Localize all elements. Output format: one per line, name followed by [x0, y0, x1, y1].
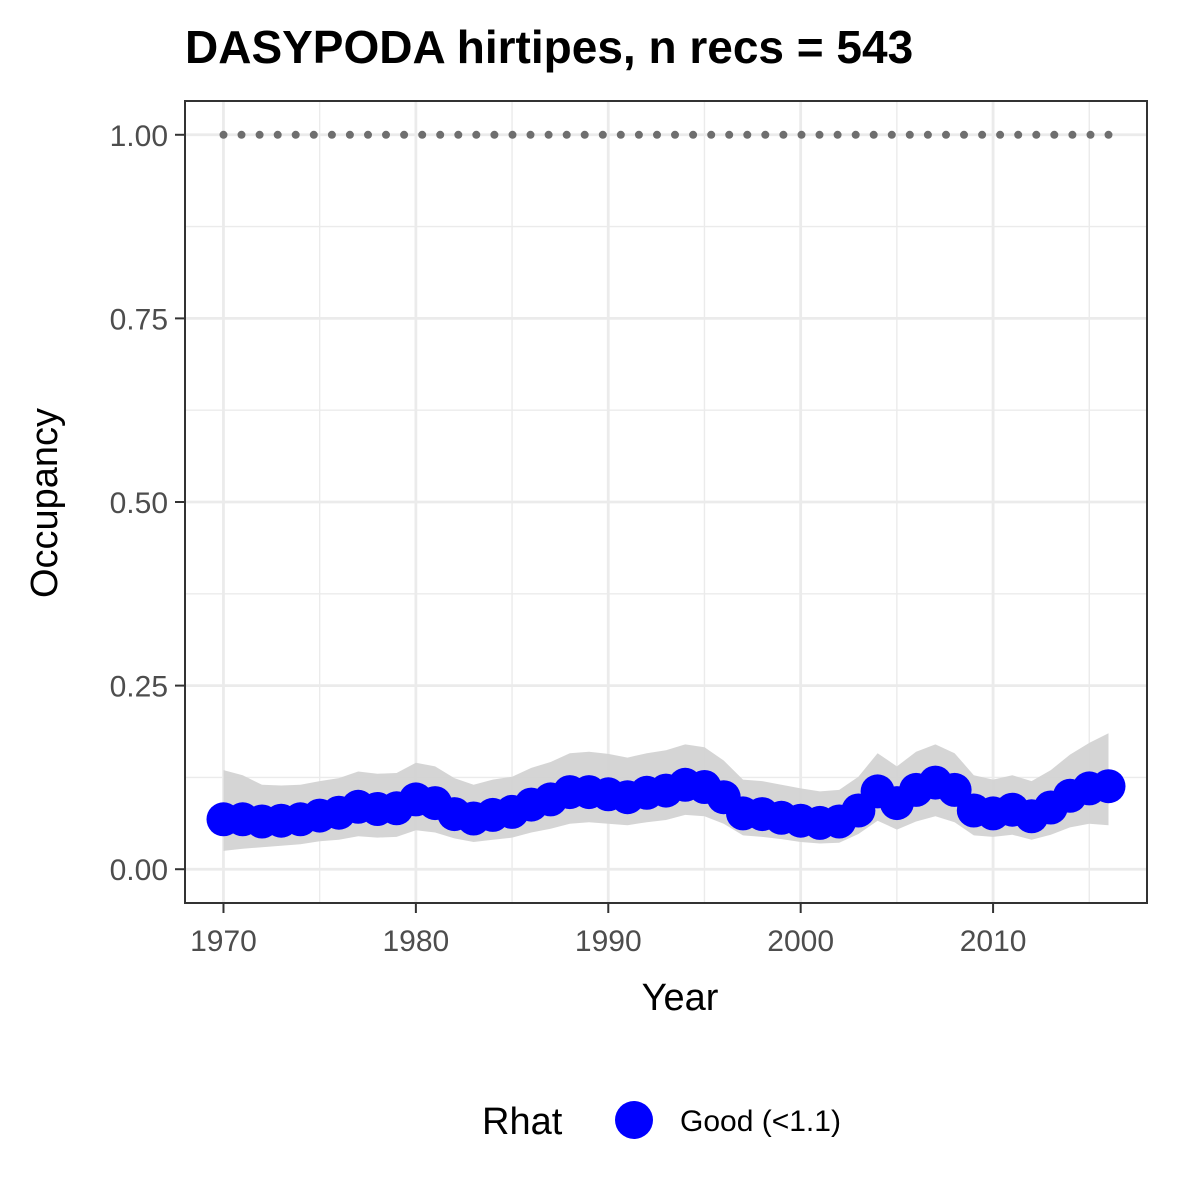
reference-dot — [1032, 130, 1041, 139]
y-tick-label: 0.50 — [110, 487, 168, 520]
x-tick-label: 1990 — [575, 925, 642, 958]
legend: Rhat Good (<1.1) — [482, 1101, 841, 1143]
x-tick-label: 2000 — [767, 925, 834, 958]
reference-dot — [508, 130, 517, 139]
reference-dot — [996, 130, 1005, 139]
reference-dot — [1014, 130, 1023, 139]
reference-dot — [400, 130, 409, 139]
reference-dot — [761, 130, 770, 139]
legend-key-good — [615, 1101, 653, 1139]
reference-dot — [544, 130, 553, 139]
reference-dot — [454, 130, 463, 139]
reference-dot — [887, 130, 896, 139]
reference-dot — [598, 130, 607, 139]
reference-dot — [472, 130, 481, 139]
reference-dot — [689, 130, 698, 139]
chart-title: DASYPODA hirtipes, n recs = 543 — [185, 21, 913, 73]
reference-dot — [345, 130, 354, 139]
legend-label-good: Good (<1.1) — [680, 1105, 841, 1138]
reference-dot — [869, 130, 878, 139]
reference-dot — [779, 130, 788, 139]
reference-dot — [725, 130, 734, 139]
reference-dot — [237, 130, 246, 139]
reference-dot — [671, 130, 679, 139]
y-axis-title: Occupancy — [24, 408, 66, 598]
reference-dot — [1086, 130, 1095, 139]
reference-dot — [418, 130, 427, 139]
occupancy-point — [1091, 769, 1126, 804]
x-tick-label: 1980 — [383, 925, 450, 958]
reference-dot — [851, 130, 860, 139]
x-tick-label: 1970 — [190, 925, 257, 958]
reference-dot — [255, 130, 264, 139]
reference-dot — [580, 130, 589, 139]
y-tick-label: 0.75 — [110, 303, 168, 336]
reference-dot — [978, 130, 987, 139]
reference-dot — [436, 130, 445, 139]
y-tick-label: 0.00 — [110, 854, 168, 887]
reference-dot — [1068, 130, 1077, 139]
reference-dot — [960, 130, 968, 139]
reference-dot — [219, 130, 228, 139]
reference-dot — [616, 130, 625, 139]
reference-dot — [490, 130, 499, 139]
x-tick-label: 2010 — [960, 925, 1027, 958]
reference-dot — [815, 130, 824, 139]
reference-dot — [707, 130, 716, 139]
reference-dot — [942, 130, 950, 139]
reference-dot — [743, 130, 752, 139]
reference-dot — [327, 130, 336, 139]
reference-dot — [562, 130, 571, 139]
reference-dot — [291, 130, 300, 139]
reference-dot — [309, 130, 318, 139]
reference-dot — [364, 130, 372, 139]
reference-dot — [382, 130, 390, 139]
reference-dot — [797, 130, 806, 139]
reference-dot — [653, 130, 661, 139]
reference-dot — [1104, 130, 1113, 139]
legend-title: Rhat — [482, 1101, 563, 1143]
reference-dot — [273, 130, 282, 139]
point-layer — [206, 765, 1126, 840]
reference-line-layer — [219, 130, 1113, 139]
reference-dot — [526, 130, 535, 139]
reference-dot — [833, 130, 842, 139]
tick-layer: 1970 1980 1990 2000 2010 0.00 0.25 0.50 0.75 1.00 — [110, 120, 1027, 958]
y-tick-label: 1.00 — [110, 120, 168, 153]
y-tick-label: 0.25 — [110, 671, 168, 704]
reference-dot — [634, 130, 643, 139]
reference-dot — [905, 130, 914, 139]
x-axis-title: Year — [642, 977, 719, 1019]
reference-dot — [1050, 130, 1059, 139]
reference-dot — [923, 130, 932, 139]
